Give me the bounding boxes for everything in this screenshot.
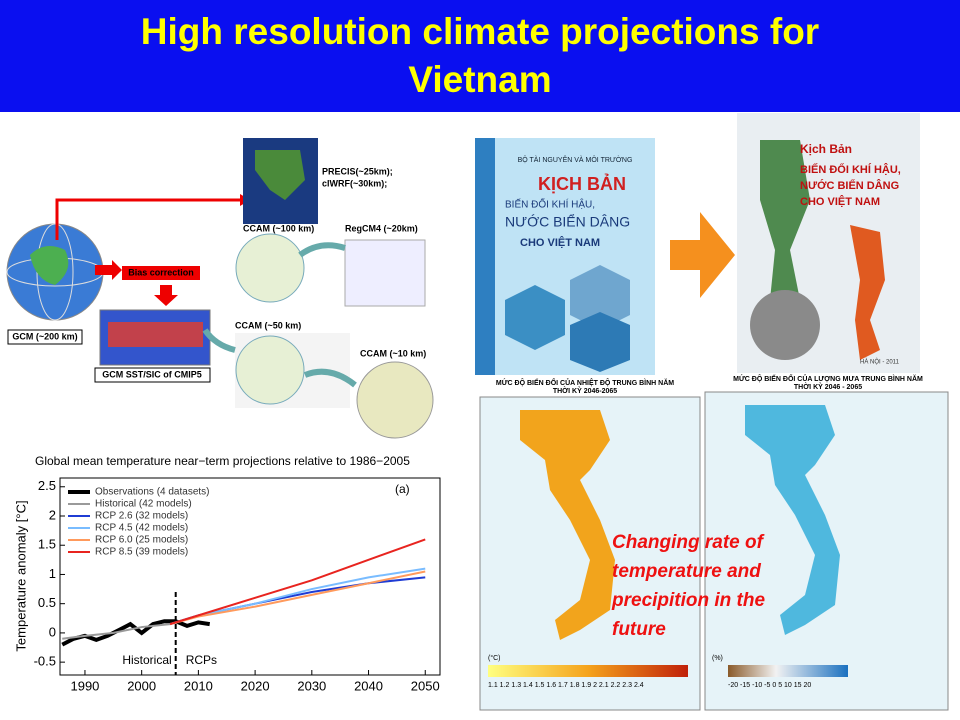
label: RegCM4 (~20km)	[345, 223, 418, 233]
ccam-globe	[235, 233, 305, 303]
overlay-text: precipition in the	[611, 590, 765, 611]
ccam-globe	[356, 361, 434, 439]
map-caption: MỨC ĐỘ BIẾN ĐỔI CỦA LƯỢNG MƯA TRUNG BÌNH…	[733, 373, 923, 383]
panel-label: (a)	[395, 482, 410, 496]
ccam-globe	[235, 335, 305, 405]
x-tick-label: 2010	[184, 678, 213, 693]
x-tick-label: 1990	[70, 678, 99, 693]
series-line	[169, 538, 426, 626]
label: CCAM (~100 km)	[243, 223, 314, 233]
cover-text: BỘ TÀI NGUYÊN VÀ MÔI TRƯỜNG	[518, 155, 633, 164]
color-scale	[728, 665, 848, 677]
cover-text: CHO VIỆT NAM	[520, 236, 600, 249]
scale-unit: (%)	[712, 655, 723, 662]
globe-land	[30, 246, 69, 285]
series-line	[62, 623, 171, 640]
title: High resolution climate projections for	[141, 11, 819, 52]
y-tick-label: 0.5	[38, 595, 56, 610]
overlay-text: future	[612, 619, 666, 640]
arrow	[154, 285, 178, 306]
legend-label: RCP 2.6 (32 models)	[95, 511, 188, 522]
x-tick-label: 2030	[297, 678, 326, 693]
header-band	[0, 0, 960, 112]
maps: MỨC ĐỘ BIẾN ĐỔI CỦA NHIỆT ĐỘ TRUNG BÌNH …	[479, 373, 949, 711]
map-caption: MỨC ĐỘ BIẾN ĐỔI CỦA NHIỆT ĐỘ TRUNG BÌNH …	[496, 377, 674, 387]
cover-text: Kịch Bản	[800, 142, 852, 156]
label-box	[7, 329, 83, 345]
arrow	[55, 198, 240, 240]
annotation: Historical	[122, 653, 171, 667]
arrow	[95, 260, 122, 280]
temperature-chart: Global mean temperature near−term projec…	[13, 454, 441, 693]
title: Vietnam	[408, 59, 551, 100]
label: Bias correction	[128, 267, 194, 277]
arrow	[303, 368, 357, 388]
annotation: RCPs	[186, 653, 217, 667]
vietnam-shape	[745, 405, 840, 635]
label: GCM (~200 km)	[12, 331, 77, 341]
chart-title: Global mean temperature near−term projec…	[35, 454, 410, 468]
y-axis-label: Temperature anomaly [°C]	[13, 500, 28, 651]
scale-labels: -20 -15 -10 -5 0 5 10 15 20	[728, 682, 811, 689]
vietnam-shape	[520, 410, 615, 640]
map-land	[255, 150, 305, 200]
x-tick-label: 2020	[241, 678, 270, 693]
cover-map	[850, 225, 885, 360]
y-tick-label: 2.5	[38, 478, 56, 493]
overlay-text: temperature and	[612, 561, 761, 582]
books: BỘ TÀI NGUYÊN VÀ MÔI TRƯỜNG KỊCH BẢN BIẾ…	[475, 113, 920, 375]
scale-labels: 1.1 1.2 1.3 1.4 1.5 1.6 1.7 1.8 1.9 2 2.…	[488, 682, 644, 689]
orange-arrow	[670, 212, 735, 298]
legend-label: RCP 4.5 (42 models)	[95, 523, 188, 534]
cover-map	[760, 140, 810, 330]
scale-unit: (°C)	[488, 654, 501, 662]
label-box	[94, 367, 211, 383]
cover-text: BIẾN ĐỔI KHÍ HẬU,	[800, 163, 901, 176]
label: CCAM (~50 km)	[235, 320, 301, 330]
cover-text: CHO VIỆT NAM	[800, 195, 880, 208]
downscaling-diagram: GCM (~200 km) Bias correction GCM SST/SI…	[6, 138, 434, 439]
cover-photo	[505, 285, 565, 350]
cover-photo	[570, 265, 630, 330]
x-tick-label: 2040	[354, 678, 383, 693]
label: clWRF(~30km);	[322, 178, 387, 188]
y-tick-label: 2	[49, 507, 56, 522]
legend-label: Historical (42 models)	[95, 499, 192, 510]
y-tick-label: 1	[49, 566, 56, 581]
legend-label: Observations (4 datasets)	[95, 487, 210, 498]
x-tick-label: 2000	[127, 678, 156, 693]
y-tick-label: -0.5	[34, 654, 56, 669]
cover-text: NƯỚC BIỂN DÂNG	[800, 179, 899, 192]
cover-text: KỊCH BẢN	[538, 173, 626, 194]
label: GCM SST/SIC of CMIP5	[102, 369, 202, 379]
cover-text: NƯỚC BIỂN DÂNG	[505, 213, 630, 230]
cover-text: BIẾN ĐỔI KHÍ HẬU,	[505, 198, 595, 211]
x-tick-label: 2050	[411, 678, 440, 693]
regcm-map	[344, 239, 426, 307]
map-caption: THỜI KỲ 2046-2065	[553, 386, 617, 395]
y-tick-label: 0	[49, 624, 56, 639]
label: PRECIS(~25km);	[322, 166, 393, 176]
arrow	[298, 242, 346, 258]
cover-photo	[750, 290, 820, 360]
map-caption: THỜI KỲ 2046 - 2065	[794, 382, 862, 391]
overlay-text: Changing rate of	[612, 532, 765, 553]
legend-label: RCP 8.5 (39 models)	[95, 547, 188, 558]
label-box	[122, 266, 200, 280]
arrow	[202, 328, 236, 353]
legend-label: RCP 6.0 (25 models)	[95, 535, 188, 546]
book-spine	[475, 138, 495, 375]
label: CCAM (~10 km)	[360, 348, 426, 358]
color-scale	[488, 665, 688, 677]
sst-map-warm	[108, 322, 203, 347]
y-tick-label: 1.5	[38, 537, 56, 552]
cover-photo	[570, 312, 630, 372]
cover-text: HÀ NỘI - 2011	[860, 359, 900, 366]
